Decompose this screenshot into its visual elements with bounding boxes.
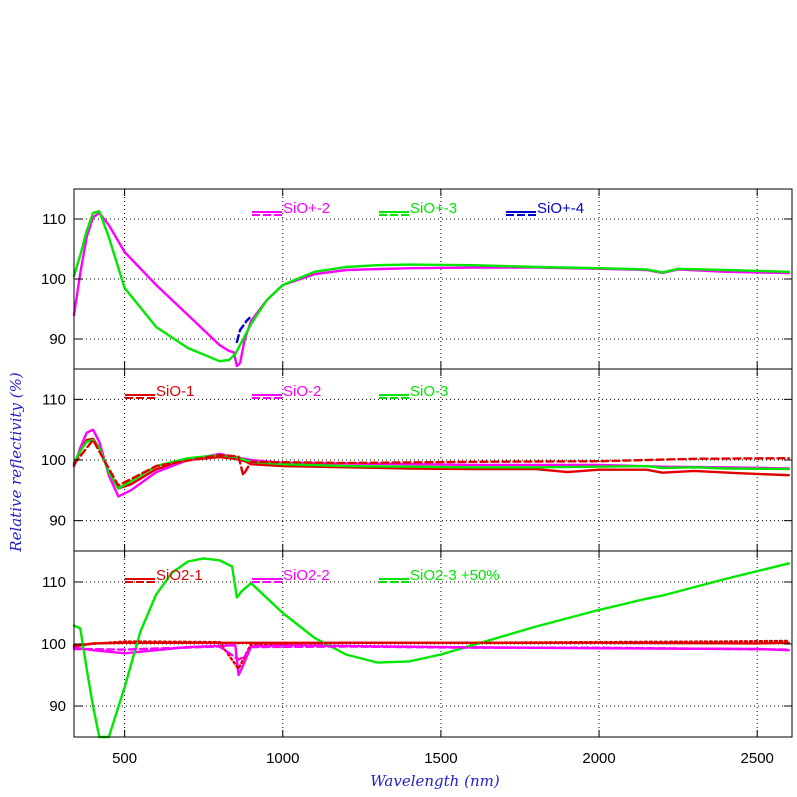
x-tick-label: 2000 (582, 750, 615, 767)
y-axis-title: Relative reflectivity (%) (7, 372, 25, 553)
legend-entry: SiO2-3 +50% (379, 567, 500, 584)
y-tick-label: 100 (41, 452, 66, 469)
legend-entry: SiO2-2 (252, 567, 330, 584)
y-tick-label: 90 (49, 513, 66, 530)
legends: SiO+-2 SiO+-3 SiO+-4 SiO-1 SiO-2 SiO-3 SiO2-1 S… (125, 200, 584, 584)
series-line-unlabeled (72, 639, 790, 670)
legend-label: SiO-2 (283, 383, 321, 400)
series-line-unlabeled (72, 438, 790, 487)
legend-entry: SiO+-3 (379, 200, 457, 217)
series-lines (72, 210, 790, 739)
legend-label: SiO+-4 (537, 200, 584, 217)
legend-label: SiO2-3 +50% (410, 567, 500, 584)
y-tick-label: 100 (41, 271, 66, 288)
series-line-unlabeled (72, 645, 790, 661)
legend-label: SiO2-2 (283, 567, 330, 584)
legend-label: SiO2-1 (156, 567, 203, 584)
legend-label: SiO+-3 (410, 200, 457, 217)
series-line-sio-3 (72, 210, 790, 363)
y-tick-label: 110 (42, 211, 66, 228)
y-tick-label: 100 (41, 636, 66, 653)
series-line-sio-3 (72, 438, 790, 490)
x-tick-label: 500 (112, 750, 137, 767)
tick-labels: 90 100 110 90 100 110 90 100 110 500 1000 1500 2000 2… (41, 211, 774, 767)
legend-entry: SiO2-1 (125, 567, 203, 584)
x-tick-label: 1000 (266, 750, 299, 767)
tick-marks (74, 189, 792, 737)
legend-label: SiO-3 (410, 383, 448, 400)
legend-entry: SiO+-2 (252, 200, 330, 217)
legend-entry: SiO+-4 (506, 200, 584, 217)
y-tick-label: 110 (42, 574, 66, 591)
legend-entry: SiO-3 (379, 383, 448, 400)
x-tick-label: 1500 (424, 750, 457, 767)
legend-entry: SiO-1 (125, 383, 194, 400)
legend-entry: SiO-2 (252, 383, 321, 400)
x-tick-label: 2500 (741, 750, 774, 767)
legend-label: SiO-1 (156, 383, 194, 400)
series-line-sio-4 (235, 316, 251, 344)
x-axis-title: Wavelength (nm) (370, 772, 500, 790)
y-tick-label: 110 (42, 391, 66, 408)
y-tick-label: 90 (49, 331, 66, 348)
y-tick-label: 90 (49, 698, 66, 715)
legend-label: SiO+-2 (283, 200, 330, 217)
